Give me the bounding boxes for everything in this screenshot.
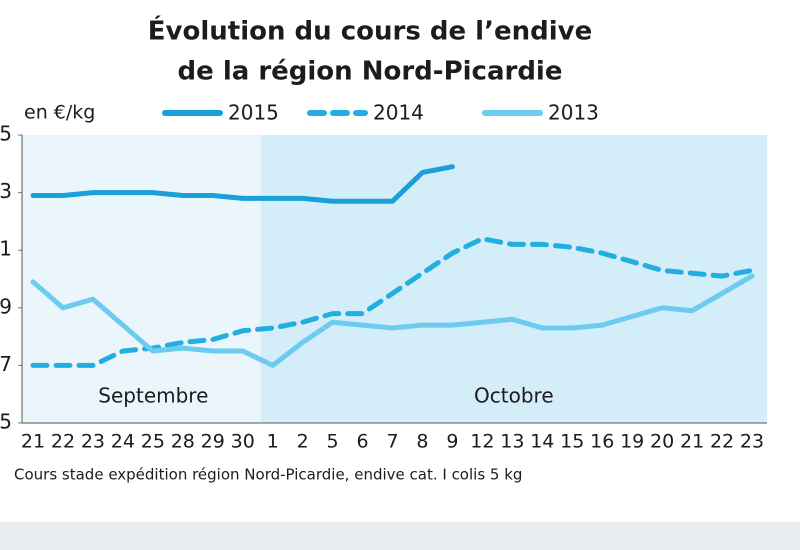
series-line	[30, 164, 455, 204]
legend-label: 2015	[228, 101, 279, 125]
note: Cours stade expédition région Nord-Picar…	[14, 466, 522, 484]
x-tick-label: 21	[21, 431, 45, 453]
x-tick-label: 16	[590, 431, 614, 453]
x-tick-label: 29	[201, 431, 225, 453]
x-tick-label: 23	[740, 431, 764, 453]
chart-title: Évolution du cours de l’endive	[148, 15, 592, 47]
x-tick-label: 20	[650, 431, 674, 453]
x-tick-label: 14	[530, 431, 554, 453]
x-tick-label: 7	[386, 431, 398, 453]
x-tick-label: 15	[560, 431, 584, 453]
y-tick-label: 0,9	[0, 294, 12, 318]
x-tick-label: 21	[680, 431, 704, 453]
chart-title: de la région Nord-Picardie	[178, 57, 563, 87]
x-tick-label: 5	[327, 431, 339, 453]
legend-label: 2013	[548, 101, 599, 125]
x-tick-label: 12	[470, 431, 494, 453]
x-tick-label: 2	[297, 431, 309, 453]
y-tick-label: 1,5	[0, 122, 12, 146]
x-tick-label: 23	[81, 431, 105, 453]
x-tick-label: 6	[356, 431, 368, 453]
y-tick-label: 1,1	[0, 237, 12, 261]
x-tick-label: 24	[111, 431, 135, 453]
legend-label: 2014	[373, 101, 424, 125]
x-tick-label: 25	[141, 431, 165, 453]
x-tick-label: 1	[267, 431, 279, 453]
x-tick-label: 30	[231, 431, 255, 453]
x-tick-label: 19	[620, 431, 644, 453]
x-tick-label: 22	[710, 431, 734, 453]
x-tick-label: 13	[500, 431, 524, 453]
x-tick-label: 28	[171, 431, 195, 453]
month-label: Octobre	[474, 384, 554, 408]
x-tick-label: 8	[416, 431, 428, 453]
y-tick-label: 0,7	[0, 352, 12, 376]
y-axis-label: en €/kg	[24, 102, 95, 124]
x-tick-label: 9	[446, 431, 458, 453]
series-line	[30, 273, 755, 368]
y-tick-label: 1,3	[0, 179, 12, 203]
x-tick-label: 22	[51, 431, 75, 453]
y-tick-label: 0,5	[0, 410, 12, 434]
month-label: Septembre	[98, 384, 208, 408]
plot-bg-month	[22, 135, 261, 423]
plot-bg-month	[260, 135, 767, 423]
